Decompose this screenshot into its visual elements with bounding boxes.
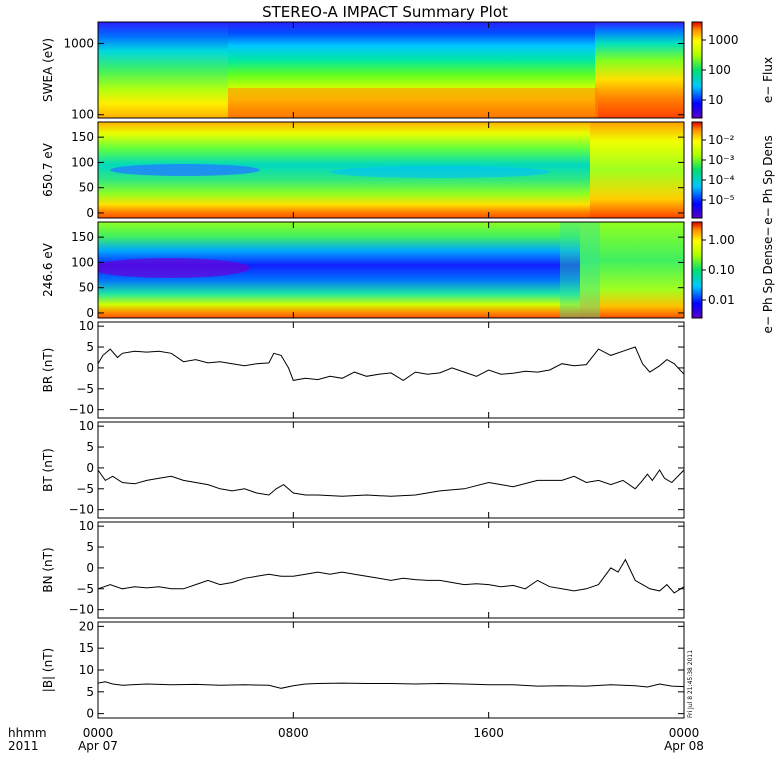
y-tick-label: 0 bbox=[86, 707, 94, 721]
y-tick-label: 50 bbox=[79, 181, 94, 195]
panel-frame bbox=[97, 321, 685, 419]
y-tick-label: 100 bbox=[71, 108, 94, 122]
y-axis-label: 246.6 eV bbox=[41, 242, 55, 297]
panel-frame bbox=[97, 21, 685, 119]
y-axis-label: SWEA (eV) bbox=[41, 38, 55, 102]
field-trace bbox=[97, 346, 685, 381]
time-axis-left-label: hhmm 2011 bbox=[8, 726, 47, 753]
y-tick-label: 10 bbox=[79, 663, 94, 677]
y-tick-label: 5 bbox=[86, 540, 94, 554]
time-tick-label: 0000 bbox=[669, 726, 700, 740]
plot-title: STEREO-A IMPACT Summary Plot bbox=[262, 3, 508, 21]
field-trace bbox=[97, 558, 685, 594]
time-format-label: hhmm bbox=[8, 726, 47, 740]
pitch-angle-650-spectrogram bbox=[98, 122, 684, 218]
panel-2: 150 100 50 0 246.6 eV 1.00 0.10 0.01 e− Ph Sp De… bbox=[41, 221, 775, 334]
colorbar-tick-label: 0.01 bbox=[708, 293, 735, 307]
swea-spectrogram bbox=[98, 22, 684, 118]
colorbar-label: e− Ph Sp Dense− bbox=[761, 227, 775, 334]
y-tick-label: 15 bbox=[79, 641, 94, 655]
y-tick-label: 0 bbox=[86, 206, 94, 220]
colorbar-tick-label: 0.10 bbox=[708, 263, 735, 277]
panel-5: 10 5 0 −5 −10 BN (nT) bbox=[41, 519, 685, 619]
colorbar-tick-label: 1000 bbox=[708, 33, 739, 47]
colorbar-tick-label: 10 bbox=[708, 93, 723, 107]
year-label: 2011 bbox=[8, 739, 39, 753]
field-trace bbox=[97, 681, 685, 689]
field-trace bbox=[97, 469, 685, 497]
y-tick-label: −10 bbox=[69, 503, 94, 517]
y-tick-label: 150 bbox=[71, 130, 94, 144]
y-axis-label: |B| (nT) bbox=[41, 648, 55, 692]
colorbar-tick-label: 10⁻³ bbox=[708, 153, 735, 167]
y-tick-label: 0 bbox=[86, 306, 94, 320]
y-tick-label: 150 bbox=[71, 230, 94, 244]
y-tick-label: 10 bbox=[79, 519, 94, 533]
y-tick-label: −5 bbox=[76, 582, 94, 596]
panel-1: 150 100 50 0 650.7 eV 10⁻² 10⁻³ 10⁻⁴ 10⁻⁵ e− Ph S… bbox=[41, 121, 775, 225]
colorbar-0: 1000 100 10 e− Flux bbox=[691, 21, 775, 119]
panel-frame bbox=[97, 221, 685, 319]
y-tick-label: −10 bbox=[69, 603, 94, 617]
panel-frame bbox=[97, 621, 685, 719]
y-tick-label: 5 bbox=[86, 440, 94, 454]
panel-3: 10 5 0 −5 −10 BR (nT) bbox=[41, 319, 685, 419]
panel-frame bbox=[97, 121, 685, 219]
date-label: Apr 07 bbox=[78, 739, 118, 753]
y-tick-label: 20 bbox=[79, 619, 94, 633]
y-axis-label: 650.7 eV bbox=[41, 142, 55, 197]
y-tick-label: 0 bbox=[86, 461, 94, 475]
colorbar-label: e− Ph Sp Dens bbox=[761, 135, 775, 224]
pitch-angle-246-spectrogram bbox=[98, 222, 684, 318]
y-tick-label: 5 bbox=[86, 685, 94, 699]
colorbar-2: 1.00 0.10 0.01 e− Ph Sp Dense− bbox=[691, 221, 775, 334]
panel-0: 1000 100 SWEA (eV) 1000 100 10 e− Flux bbox=[41, 21, 775, 122]
y-axis-label: BN (nT) bbox=[41, 547, 55, 592]
colorbar-tick-label: 1.00 bbox=[708, 233, 735, 247]
y-tick-label: 50 bbox=[79, 281, 94, 295]
y-tick-label: 0 bbox=[86, 561, 94, 575]
panel-frame bbox=[97, 421, 685, 519]
date-label: Apr 08 bbox=[664, 739, 704, 753]
y-tick-label: 100 bbox=[71, 255, 94, 269]
y-tick-label: −5 bbox=[76, 482, 94, 496]
colorbar-label: e− Flux bbox=[761, 57, 775, 103]
y-tick-label: 10 bbox=[79, 419, 94, 433]
colorbar-gradient bbox=[691, 221, 703, 319]
colorbar-tick-label: 10⁻⁵ bbox=[708, 193, 735, 207]
y-tick-label: 5 bbox=[86, 340, 94, 354]
y-tick-label: 0 bbox=[86, 361, 94, 375]
y-tick-label: 10 bbox=[79, 319, 94, 333]
colorbar-1: 10⁻² 10⁻³ 10⁻⁴ 10⁻⁵ e− Ph Sp Dens bbox=[691, 121, 775, 225]
y-axis-label: BR (nT) bbox=[41, 348, 55, 393]
colorbar-gradient bbox=[691, 121, 703, 219]
panel-4: 10 5 0 −5 −10 BT (nT) bbox=[41, 419, 685, 519]
colorbar-tick-label: 10⁻² bbox=[708, 133, 735, 147]
y-tick-label: 1000 bbox=[63, 36, 94, 50]
y-tick-label: −10 bbox=[69, 403, 94, 417]
colorbar-tick-label: 10⁻⁴ bbox=[708, 173, 735, 187]
time-tick-label: 0800 bbox=[278, 726, 309, 740]
creation-stamp: Fri Jul 8 21:45:38 2011 bbox=[687, 650, 694, 718]
colorbar-gradient bbox=[691, 21, 703, 119]
y-tick-label: −5 bbox=[76, 382, 94, 396]
colorbar-tick-label: 100 bbox=[708, 63, 731, 77]
y-axis-label: BT (nT) bbox=[41, 448, 55, 492]
y-tick-label: 100 bbox=[71, 155, 94, 169]
panel-6: 20 15 10 5 0 |B| (nT) bbox=[41, 619, 685, 721]
panel-frame bbox=[97, 521, 685, 619]
time-tick-label: 0000 bbox=[83, 726, 114, 740]
time-tick-label: 1600 bbox=[473, 726, 504, 740]
